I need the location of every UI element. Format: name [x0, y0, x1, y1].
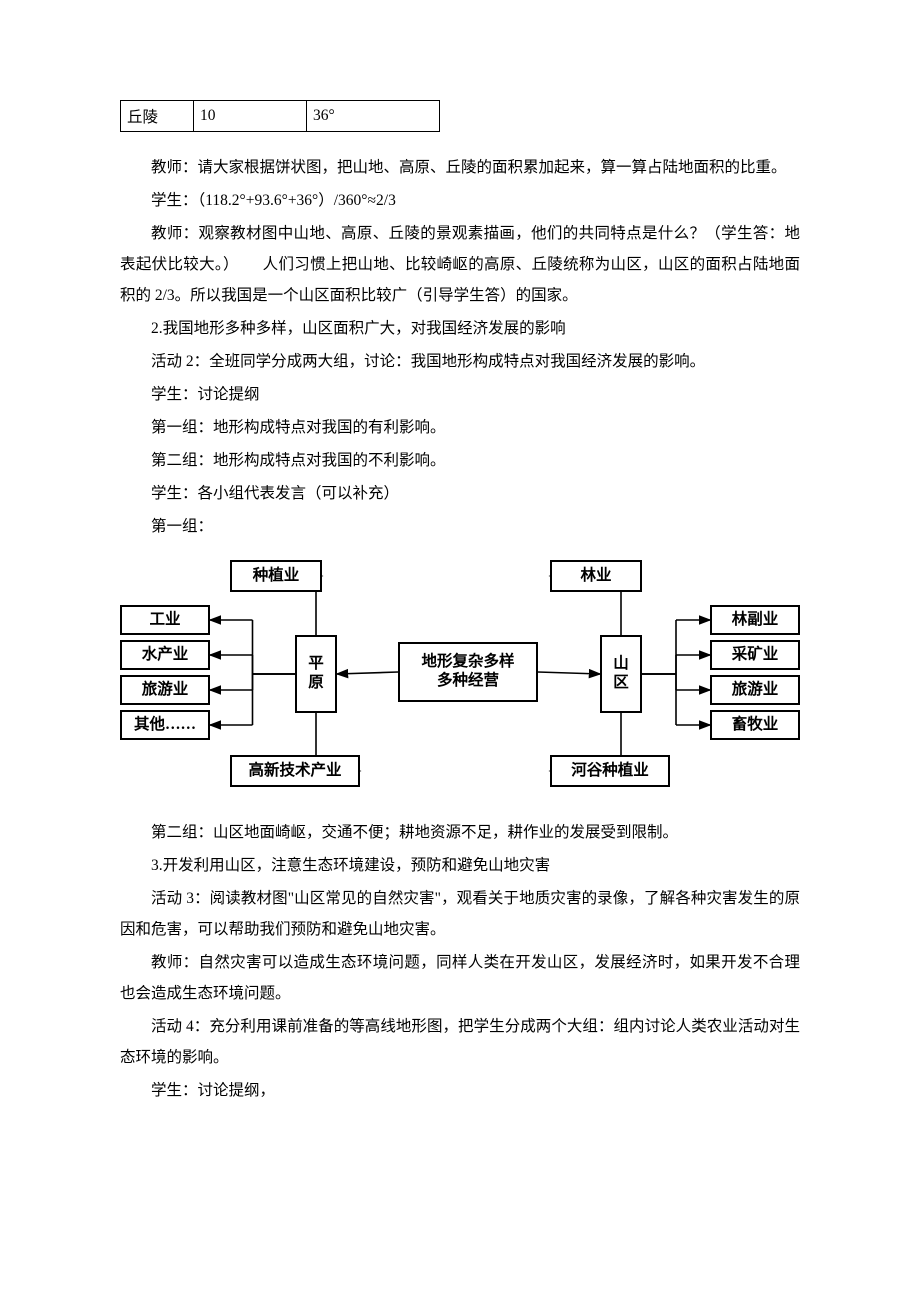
paragraph: 学生：讨论提纲，	[120, 1075, 800, 1106]
diagram-node-aqua: 水产业	[120, 640, 210, 670]
paragraph: 教师：请大家根据饼状图，把山地、高原、丘陵的面积累加起来，算一算占陆地面积的比重…	[120, 152, 800, 183]
paragraph: 活动 4：充分利用课前准备的等高线地形图，把学生分成两个大组：组内讨论人类农业活…	[120, 1011, 800, 1073]
paragraph: 活动 2：全班同学分成两大组，讨论：我国地形构成特点对我国经济发展的影响。	[120, 346, 800, 377]
landform-table: 丘陵 10 36°	[120, 100, 440, 132]
paragraph: 活动 3：阅读教材图"山区常见的自然灾害"，观看关于地质灾害的录像，了解各种灾害…	[120, 883, 800, 945]
diagram-node-valley: 河谷种植业	[550, 755, 670, 787]
paragraph: 学生：各小组代表发言（可以补充）	[120, 478, 800, 509]
paragraph: 学生：讨论提纲	[120, 379, 800, 410]
cell-angle: 36°	[307, 101, 440, 132]
paragraph: 教师：观察教材图中山地、高原、丘陵的景观素描画，他们的共同特点是什么？（学生答：…	[120, 218, 800, 311]
diagram-node-hitech: 高新技术产业	[230, 755, 360, 787]
paragraph: 第二组：地形构成特点对我国的不利影响。	[120, 445, 800, 476]
diagram-node-forestry: 林业	[550, 560, 642, 592]
diagram-node-planting: 种植业	[230, 560, 322, 592]
paragraph: 学生：（118.2°+93.6°+36°）/360°≈2/3	[120, 185, 800, 216]
diagram-node-industry: 工业	[120, 605, 210, 635]
diagram-node-center: 地形复杂多样 多种经营	[398, 642, 538, 702]
paragraph: 2.我国地形多种多样，山区面积广大，对我国经济发展的影响	[120, 313, 800, 344]
diagram-node-other: 其他……	[120, 710, 210, 740]
diagram-node-tourism_l: 旅游业	[120, 675, 210, 705]
paragraph: 教师：自然灾害可以造成生态环境问题，同样人类在开发山区，发展经济时，如果开发不合…	[120, 947, 800, 1009]
cell-name: 丘陵	[121, 101, 194, 132]
paragraph: 第一组：	[120, 511, 800, 542]
diagram-node-husbandry: 畜牧业	[710, 710, 800, 740]
flow-diagram: 种植业工业水产业旅游业其他…… 平 原高新技术产业 地形复杂多样 多种经营 山 区 林业…	[120, 560, 800, 795]
diagram-node-forest_by: 林副业	[710, 605, 800, 635]
diagram-node-mining: 采矿业	[710, 640, 800, 670]
document-page: 丘陵 10 36° 教师：请大家根据饼状图，把山地、高原、丘陵的面积累加起来，算…	[0, 0, 920, 1302]
diagram-node-plain: 平 原	[295, 635, 337, 713]
diagram-node-mountain: 山 区	[600, 635, 642, 713]
paragraph: 3.开发利用山区，注意生态环境建设，预防和避免山地灾害	[120, 850, 800, 881]
paragraph: 第一组：地形构成特点对我国的有利影响。	[120, 412, 800, 443]
cell-value: 10	[194, 101, 307, 132]
diagram-node-tourism_r: 旅游业	[710, 675, 800, 705]
paragraph: 第二组：山区地面崎岖，交通不便；耕地资源不足，耕作业的发展受到限制。	[120, 817, 800, 848]
table-row: 丘陵 10 36°	[121, 101, 440, 132]
